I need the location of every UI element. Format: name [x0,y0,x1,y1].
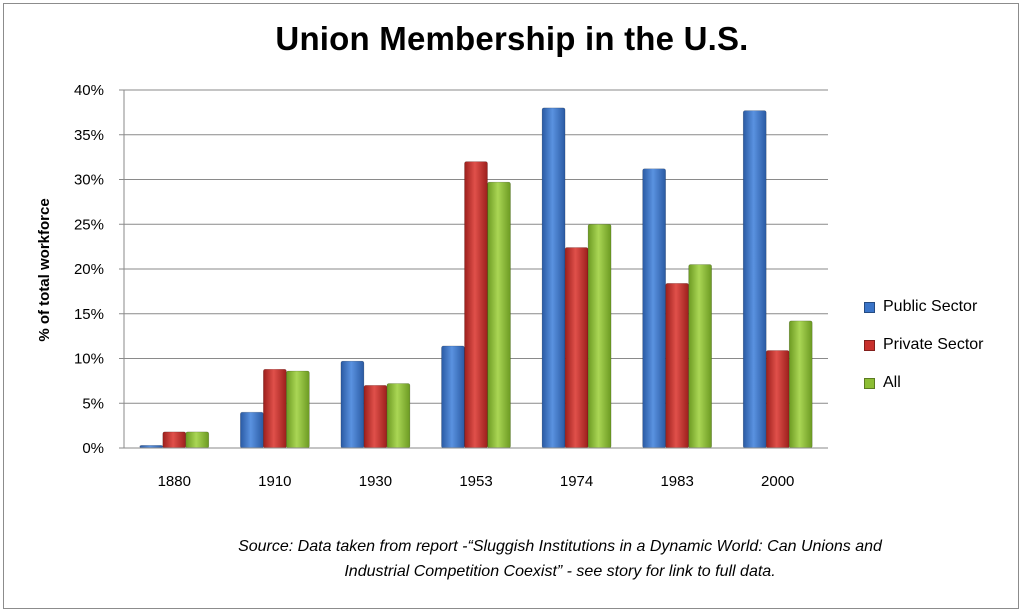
legend-item-all: All [864,364,983,402]
legend-swatch-public-sector [864,301,875,313]
y-tick-label: 0% [82,440,104,457]
chart-frame [3,3,1019,609]
legend: Public Sector Private Sector All [864,288,983,402]
bar-private-sector-1910 [263,368,287,449]
y-tick-label: 25% [74,216,104,233]
bar-private-sector-1930 [363,385,388,449]
x-tick-label: 1880 [158,473,191,490]
legend-swatch-private-sector [864,339,875,351]
source-note-line-1: Source: Data taken from report -“Sluggis… [238,538,882,555]
x-tick-label: 1983 [660,473,693,490]
y-tick-label: 10% [74,351,104,368]
bar-all-1910 [286,370,310,449]
legend-label-private-sector: Private Sector [883,336,984,353]
x-tick-label: 2000 [761,473,794,490]
bar-all-1953 [487,181,511,449]
legend-label-all: All [883,374,901,391]
x-tick-label: 1910 [258,473,291,490]
bar-all-1974 [587,223,612,449]
bar-all-1983 [688,264,712,449]
bar-private-sector-1953 [464,161,488,449]
y-tick-label: 40% [74,82,104,99]
bar-public-sector-1983 [642,168,666,449]
chart-title: Union Membership in the U.S. [275,20,749,57]
legend-item-public-sector: Public Sector [864,288,983,326]
y-tick-label: 35% [74,127,104,144]
x-tick-label: 1953 [459,473,492,490]
y-tick-label: 5% [82,395,104,412]
y-tick-label: 30% [74,172,104,189]
y-axis-label: % of total workforce [36,198,53,341]
bar-private-sector-1983 [665,283,689,449]
bar-all-1930 [386,383,411,449]
bar-private-sector-1974 [564,247,589,449]
bar-public-sector-1953 [441,345,465,449]
bar-all-2000 [788,320,813,449]
legend-label-public-sector: Public Sector [883,298,978,315]
x-tick-label: 1930 [359,473,392,490]
bar-private-sector-2000 [765,350,790,449]
y-tick-label: 15% [74,306,104,323]
bar-public-sector-1974 [541,107,566,449]
legend-item-private-sector: Private Sector [864,326,983,364]
source-note: Source: Data taken from report -“Sluggis… [150,534,970,584]
bar-public-sector-1930 [340,360,365,449]
source-note-line-2: Industrial Competition Coexist” - see st… [344,563,776,580]
bar-private-sector-1880 [162,431,187,449]
legend-swatch-all [864,377,875,389]
x-tick-label: 1974 [560,473,593,490]
bar-public-sector-1910 [240,411,264,449]
y-tick-label: 20% [74,261,104,278]
bar-public-sector-2000 [742,110,767,449]
bar-all-1880 [185,431,210,449]
